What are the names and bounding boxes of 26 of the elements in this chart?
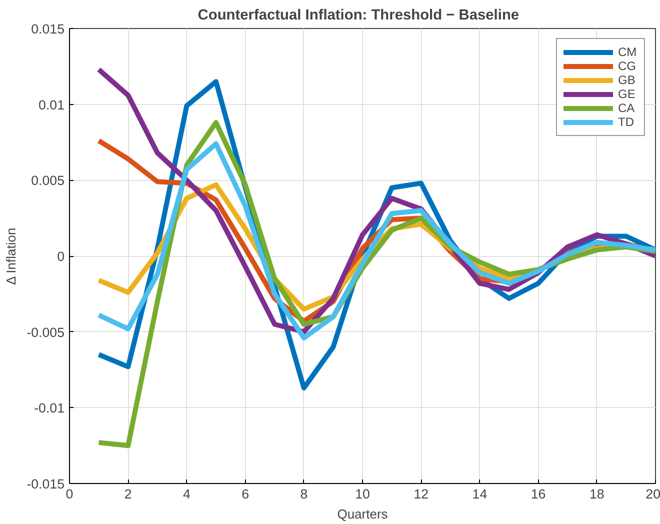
- y-tick-label: -0.015: [26, 476, 65, 492]
- x-tick-label: 6: [242, 486, 250, 502]
- legend-label: CA: [618, 101, 636, 115]
- x-tick-label: 20: [646, 486, 660, 502]
- y-tick-label: -0.01: [34, 400, 65, 416]
- y-tick-label: 0.015: [31, 22, 65, 36]
- x-tick-label: 18: [589, 486, 604, 502]
- y-tick-label: -0.005: [26, 324, 65, 340]
- y-axis-title: Δ Inflation: [4, 228, 19, 285]
- y-tick-label: 0: [57, 249, 65, 264]
- y-tick-label: 0.005: [31, 173, 65, 188]
- y-tick-label: 0.01: [38, 97, 65, 112]
- x-tick-label: 4: [182, 486, 191, 502]
- legend-label: CM: [618, 45, 638, 59]
- x-tick-label: 2: [124, 486, 132, 502]
- legend-label: CG: [618, 59, 637, 73]
- legend-label: GB: [618, 73, 636, 87]
- x-tick-label: 8: [300, 486, 308, 502]
- x-axis-title: Quarters: [337, 506, 388, 522]
- chart-title: Counterfactual Inflation: Threshold − Baseline: [198, 8, 520, 24]
- x-tick-label: 10: [355, 486, 370, 502]
- x-tick-label: 14: [472, 486, 488, 502]
- legend-label: TD: [618, 115, 635, 129]
- legend-label: GE: [618, 87, 636, 101]
- x-tick-label: 16: [530, 486, 546, 502]
- x-tick-label: 12: [414, 486, 429, 502]
